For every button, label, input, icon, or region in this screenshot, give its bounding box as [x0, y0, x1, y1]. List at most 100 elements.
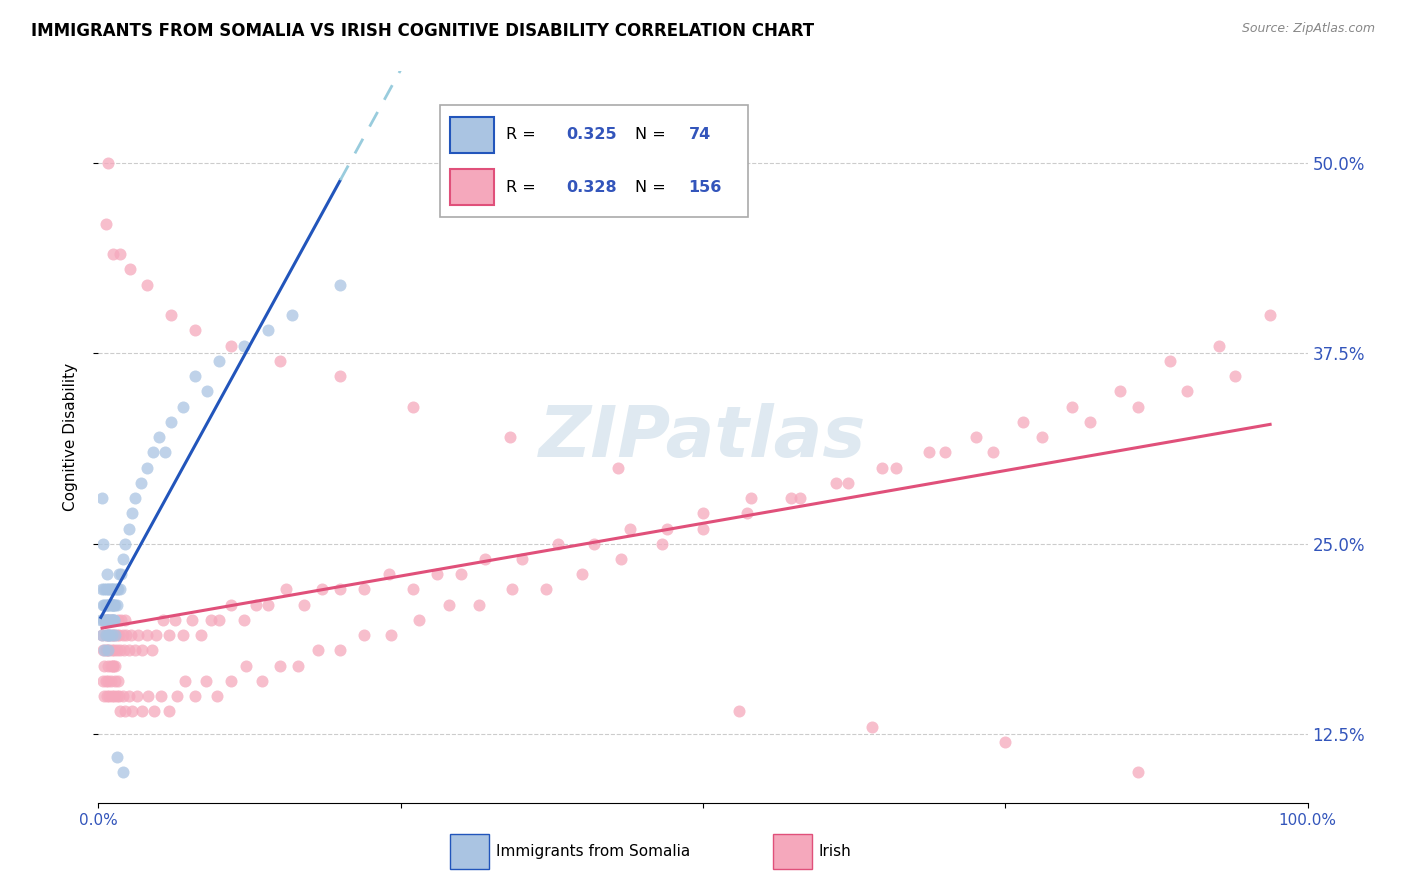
Point: [98, 628, 121, 642]
Y-axis label: Cognitive Disability: Cognitive Disability: [63, 363, 77, 511]
Point: [103, 643, 125, 657]
Point: [994, 735, 1017, 749]
Point: [108, 582, 131, 597]
Point: [120, 628, 142, 642]
Point: [142, 445, 165, 459]
Point: [114, 537, 136, 551]
Point: [91, 491, 114, 505]
Point: [103, 613, 125, 627]
Point: [728, 705, 751, 719]
Point: [90, 613, 112, 627]
Point: [292, 598, 315, 612]
Point: [104, 582, 127, 597]
Point: [1208, 339, 1230, 353]
Point: [97, 156, 120, 170]
Point: [166, 689, 188, 703]
Point: [163, 613, 186, 627]
Point: [105, 628, 128, 642]
Point: [135, 277, 157, 292]
Point: [115, 628, 138, 642]
Point: [93, 598, 115, 612]
Point: [571, 567, 593, 582]
Point: [886, 460, 908, 475]
Point: [145, 628, 167, 642]
Point: [96, 598, 118, 612]
Point: [377, 567, 399, 582]
Point: [651, 537, 673, 551]
Point: [121, 506, 143, 520]
Point: [91, 628, 114, 642]
Point: [93, 582, 115, 597]
Point: [498, 430, 520, 444]
Point: [329, 643, 352, 657]
Point: [91, 673, 114, 688]
Point: [135, 628, 157, 642]
Point: [96, 613, 118, 627]
Point: [96, 567, 118, 582]
Point: [97, 673, 120, 688]
Point: [112, 643, 135, 657]
Point: [111, 552, 134, 566]
Point: [329, 369, 352, 384]
Point: [353, 628, 375, 642]
Point: [208, 613, 231, 627]
Point: [94, 582, 117, 597]
Point: [129, 475, 152, 490]
Text: Source: ZipAtlas.com: Source: ZipAtlas.com: [1241, 22, 1375, 36]
Point: [153, 445, 176, 459]
Point: [1128, 765, 1150, 780]
Point: [94, 628, 117, 642]
Point: [100, 643, 122, 657]
Point: [104, 628, 127, 642]
Point: [148, 430, 170, 444]
Point: [221, 339, 243, 353]
Point: [101, 628, 124, 642]
Point: [100, 658, 122, 673]
Point: [1078, 415, 1101, 429]
Point: [583, 537, 606, 551]
Point: [408, 613, 430, 627]
Text: IMMIGRANTS FROM SOMALIA VS IRISH COGNITIVE DISABILITY CORRELATION CHART: IMMIGRANTS FROM SOMALIA VS IRISH COGNITI…: [31, 22, 814, 40]
Point: [269, 658, 291, 673]
Text: Immigrants from Somalia: Immigrants from Somalia: [496, 844, 690, 859]
Point: [98, 689, 121, 703]
Point: [172, 628, 194, 642]
Point: [329, 582, 352, 597]
Point: [100, 628, 122, 642]
Point: [308, 643, 330, 657]
Point: [141, 643, 163, 657]
Point: [98, 628, 121, 642]
Point: [118, 643, 141, 657]
Point: [190, 628, 212, 642]
Point: [111, 689, 134, 703]
Point: [104, 673, 127, 688]
Text: ZIPatlas: ZIPatlas: [540, 402, 866, 472]
Point: [93, 613, 115, 627]
Point: [789, 491, 811, 505]
Point: [93, 643, 115, 657]
Bar: [773, 834, 813, 869]
Point: [104, 658, 127, 673]
Point: [1109, 384, 1132, 399]
Point: [94, 598, 117, 612]
Point: [101, 598, 124, 612]
Point: [103, 628, 125, 642]
Point: [311, 582, 333, 597]
Point: [1128, 400, 1150, 414]
Point: [124, 491, 146, 505]
Bar: [450, 834, 489, 869]
Point: [105, 750, 128, 764]
Point: [547, 537, 569, 551]
Point: [96, 643, 118, 657]
Point: [108, 247, 131, 261]
Point: [250, 673, 273, 688]
Point: [450, 567, 472, 582]
Point: [100, 673, 122, 688]
Point: [692, 521, 714, 535]
Point: [100, 689, 122, 703]
Point: [94, 673, 117, 688]
Point: [135, 460, 157, 475]
Point: [107, 673, 129, 688]
Point: [100, 613, 122, 627]
Point: [918, 445, 941, 459]
